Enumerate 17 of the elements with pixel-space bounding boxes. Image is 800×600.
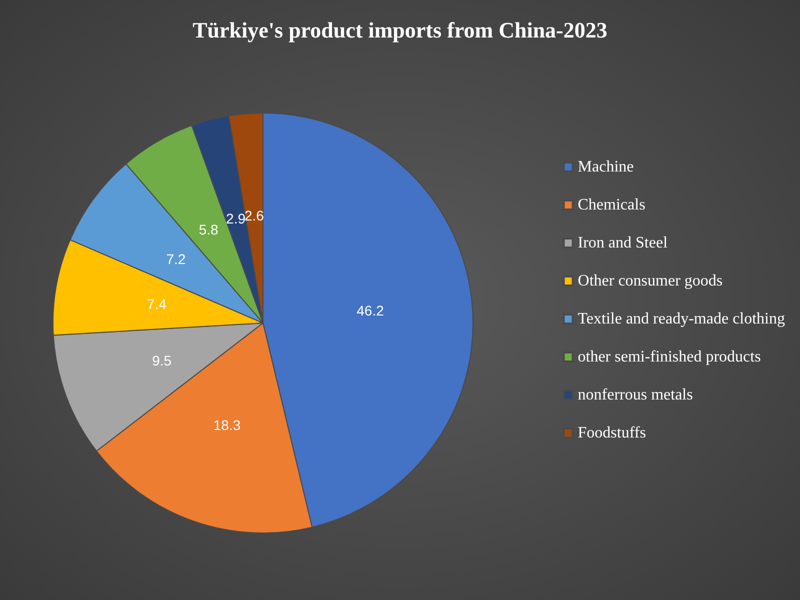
legend-label: Foodstuffs — [578, 424, 646, 442]
chart-title: Türkiye's product imports from China-2023 — [192, 18, 608, 42]
legend-label: Machine — [578, 158, 634, 176]
data-label: 18.3 — [213, 416, 241, 433]
legend-label: Textile and ready-made clothing — [578, 310, 786, 328]
data-label: 9.5 — [152, 352, 172, 369]
data-label: 2.9 — [226, 210, 246, 226]
legend-label: nonferrous metals — [578, 386, 693, 404]
legend-label: Other consumer goods — [578, 272, 723, 290]
legend-label: Chemicals — [578, 196, 646, 214]
data-label: 5.8 — [198, 222, 218, 238]
data-label: 2.6 — [244, 207, 264, 224]
data-label: 7.4 — [146, 296, 167, 312]
legend-label: other semi-finished products — [578, 348, 761, 366]
legend-label: Iron and Steel — [578, 234, 668, 252]
data-label: 7.2 — [166, 251, 186, 268]
data-label: 46.2 — [356, 302, 384, 318]
